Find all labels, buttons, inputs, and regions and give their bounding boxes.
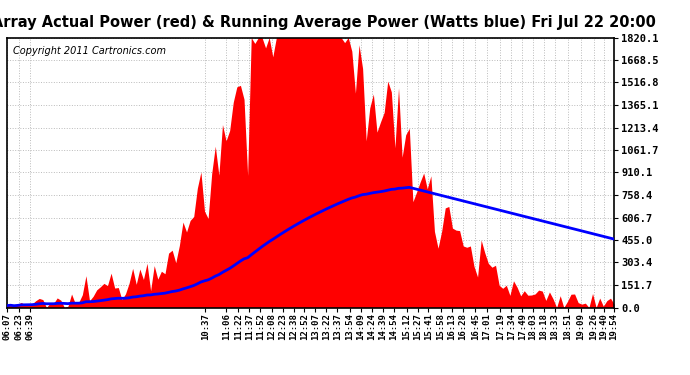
Text: East Array Actual Power (red) & Running Average Power (Watts blue) Fri Jul 22 20: East Array Actual Power (red) & Running … — [0, 15, 656, 30]
Text: Copyright 2011 Cartronics.com: Copyright 2011 Cartronics.com — [13, 46, 166, 56]
